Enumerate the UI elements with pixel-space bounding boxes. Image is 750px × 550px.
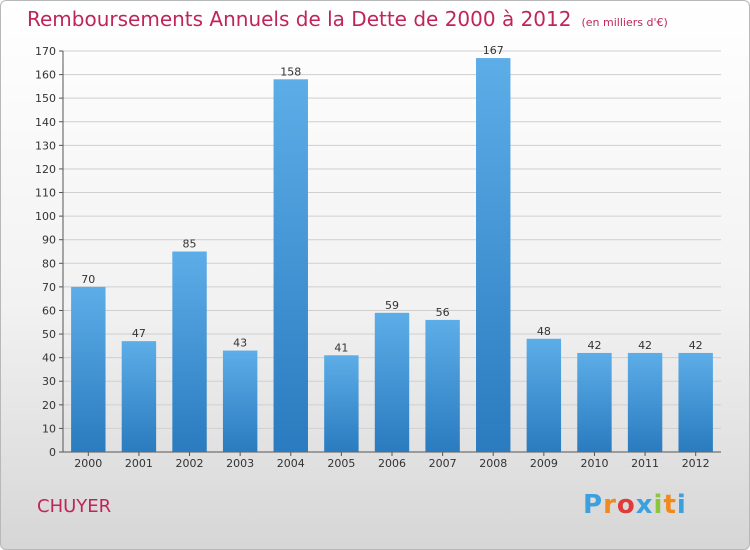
x-tick-label: 2003 [226, 457, 254, 470]
logo-letter: t [663, 490, 677, 520]
bar [121, 341, 157, 452]
x-tick-label: 2006 [378, 457, 406, 470]
y-tick-label: 120 [35, 163, 56, 176]
y-tick-label: 50 [42, 328, 56, 341]
logo-letter: i [676, 490, 687, 520]
x-tick-label: 2011 [631, 457, 659, 470]
y-tick-label: 110 [35, 187, 56, 200]
bar [172, 251, 207, 452]
bar-value-label: 70 [81, 273, 95, 286]
bar [476, 58, 511, 452]
x-tick-label: 2010 [580, 457, 608, 470]
y-tick-label: 150 [35, 92, 56, 105]
y-tick-label: 130 [35, 139, 56, 152]
y-tick-label: 40 [42, 352, 56, 365]
bar [627, 352, 663, 452]
bar [425, 319, 460, 452]
x-tick-label: 2009 [530, 457, 558, 470]
bar [324, 355, 359, 452]
bar-value-label: 59 [385, 299, 399, 312]
bar-value-label: 42 [587, 339, 601, 352]
logo-letter: o [616, 490, 636, 520]
bar-value-label: 85 [183, 238, 197, 251]
x-tick-label: 2004 [277, 457, 305, 470]
y-tick-label: 30 [42, 375, 56, 388]
bar-value-label: 41 [334, 341, 348, 354]
chart-title: Remboursements Annuels de la Dette de 20… [27, 7, 668, 31]
bar-value-label: 48 [537, 325, 551, 338]
bar-value-label: 158 [280, 65, 301, 78]
y-tick-label: 170 [35, 45, 56, 58]
bar [678, 352, 713, 452]
chart-subtitle: (en milliers d'€) [581, 16, 668, 29]
y-tick-label: 60 [42, 304, 56, 317]
proxiti-logo: Proxiti [583, 490, 687, 520]
bar [526, 338, 562, 452]
x-tick-label: 2007 [429, 457, 457, 470]
bars: 70 47 85 43 158 41 59 56 167 48 42 42 42 [71, 44, 713, 453]
y-tick-label: 20 [42, 399, 56, 412]
x-tick-label: 2000 [74, 457, 102, 470]
x-tick-label: 2012 [682, 457, 710, 470]
bar [374, 312, 410, 452]
y-tick-label: 0 [49, 446, 56, 459]
y-tick-label: 80 [42, 257, 56, 270]
x-tick-label: 2008 [479, 457, 507, 470]
bar [71, 286, 106, 452]
x-tick-label: 2005 [327, 457, 355, 470]
logo-letter: r [603, 490, 617, 520]
bar-value-label: 42 [689, 339, 703, 352]
x-tick-label: 2001 [125, 457, 153, 470]
logo-letter: P [583, 490, 604, 520]
bar-value-label: 167 [483, 44, 504, 57]
y-tick-label: 100 [35, 210, 56, 223]
y-tick-label: 10 [42, 422, 56, 435]
bar [273, 79, 308, 453]
bar [222, 350, 258, 452]
chart-title-text: Remboursements Annuels de la Dette de 20… [27, 7, 572, 31]
y-tick-label: 140 [35, 116, 56, 129]
y-tick-label: 160 [35, 69, 56, 82]
y-tick-label: 90 [42, 234, 56, 247]
bar-value-label: 47 [132, 327, 146, 340]
y-tick-label: 70 [42, 281, 56, 294]
commune-name: CHUYER [37, 496, 112, 517]
bar [577, 352, 612, 452]
bar-value-label: 56 [436, 306, 450, 319]
y-axis: 0 10 20 30 40 50 60 70 80 90 100 110 120 130 140 150 160… [35, 45, 721, 470]
bar-value-label: 43 [233, 337, 247, 350]
bar-value-label: 42 [638, 339, 652, 352]
logo-letter: x [635, 490, 654, 520]
logo-letter: i [653, 490, 664, 520]
x-tick-label: 2002 [176, 457, 204, 470]
